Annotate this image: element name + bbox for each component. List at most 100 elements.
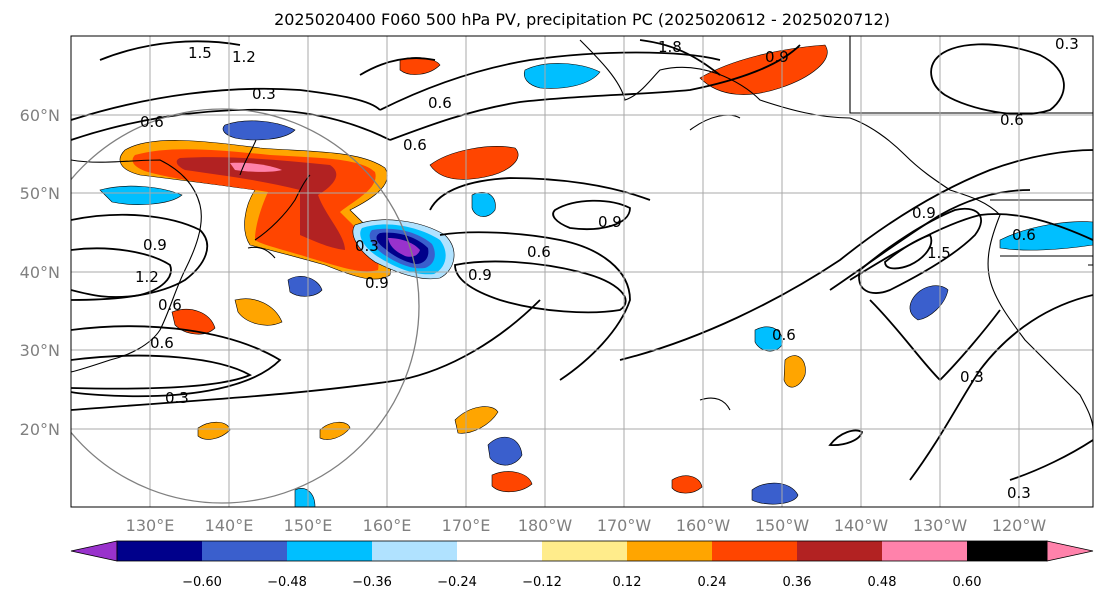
asia-coastline	[71, 159, 202, 373]
contour-label: 0.9	[598, 213, 622, 231]
lon-label-180w: 180°W	[518, 516, 573, 535]
contour-label: 0.3	[165, 389, 189, 407]
pv-contour	[552, 199, 631, 230]
colorbar-segment	[117, 541, 202, 561]
contour-labels: 1.5 1.2 0.3 0.6 0.6 0.9 1.2 0.6 0.6 0.3 …	[135, 35, 1079, 502]
lon-label-140w: 140°W	[834, 516, 889, 535]
alaska-coastline	[579, 39, 851, 119]
colorbar-segment	[287, 541, 372, 561]
pv-contour	[71, 87, 381, 121]
shade-positive-japan	[119, 140, 391, 280]
contour-label: 0.9	[143, 236, 167, 254]
colorbar-extend-min	[70, 540, 118, 562]
pv-contour	[359, 57, 436, 76]
coastlines	[71, 36, 1093, 431]
colorbar-tick: 0.48	[868, 575, 897, 590]
shade-positive-south5	[197, 421, 231, 440]
contour-label: 0.9	[912, 204, 936, 222]
graticule	[71, 36, 1093, 507]
colorbar-tick: −0.12	[522, 575, 562, 590]
canada-border	[849, 36, 1093, 114]
longitude-labels: 130°E 140°E 150°E 160°E 170°E 180°W 170°…	[126, 516, 1047, 535]
shade-negative-small1	[287, 276, 323, 297]
colorbar-frame	[116, 540, 1048, 562]
shade-positive-south2	[491, 471, 533, 493]
pv-contour	[71, 325, 282, 398]
contour-label: 0.6	[403, 136, 427, 154]
latitude-labels: 60°N 50°N 40°N 30°N 20°N	[20, 106, 60, 439]
japan-coastline	[254, 174, 311, 241]
lon-label-150w: 150°W	[755, 516, 810, 535]
colorbar-segment	[712, 541, 797, 561]
contour-label: 0.3	[1055, 35, 1079, 53]
contour-label: 0.9	[468, 266, 492, 284]
contour-label: 1.5	[927, 244, 951, 262]
lat-label-20n: 20°N	[20, 420, 60, 439]
contour-label: 1.5	[188, 44, 212, 62]
contour-label: 0.6	[1000, 111, 1024, 129]
precipitation-shading	[99, 44, 1093, 507]
contour-label: 1.2	[135, 268, 159, 286]
distance-circle	[71, 108, 420, 504]
colorbar-segment	[457, 541, 542, 561]
lon-label-120w: 120°W	[992, 516, 1047, 535]
pv-contour	[71, 247, 172, 298]
shade-negative-sibera	[99, 185, 183, 205]
colorbar-segment	[627, 541, 712, 561]
contour-label: 0.6	[527, 243, 551, 261]
pv-contours	[71, 39, 1093, 481]
contour-label: 1.8	[658, 38, 682, 56]
colorbar-segment	[372, 541, 457, 561]
shade-negative-midpac2	[471, 191, 496, 217]
lon-label-130w: 130°W	[913, 516, 968, 535]
contour-label: 1.2	[232, 48, 256, 66]
pv-contour	[389, 44, 801, 141]
hawaii-coastline	[699, 397, 731, 411]
pv-contour	[454, 260, 627, 314]
contour-label: 0.3	[960, 368, 984, 386]
lat-label-40n: 40°N	[20, 263, 60, 282]
pv-contour	[439, 231, 631, 381]
pv-contour	[71, 299, 541, 411]
shade-positive-small2	[234, 298, 283, 326]
lon-label-140e: 140°E	[205, 516, 254, 535]
lat-label-30n: 30°N	[20, 341, 60, 360]
contour-label: 0.6	[428, 94, 452, 112]
pv-contour	[639, 39, 721, 76]
shade-positive-alaska	[699, 44, 828, 95]
colorbar-segment	[882, 541, 967, 561]
pv-contour	[828, 429, 864, 446]
contour-label: 0.6	[158, 296, 182, 314]
aleutian-coastline	[689, 114, 741, 131]
map-frame	[70, 35, 1094, 508]
pv-contour	[849, 213, 1093, 281]
contour-label: 0.9	[365, 274, 389, 292]
pv-contour	[99, 40, 241, 61]
lon-label-170w: 170°W	[597, 516, 652, 535]
shade-negative-bering	[523, 63, 601, 89]
contour-label: 0.3	[252, 85, 276, 103]
colorbar-segment	[202, 541, 287, 561]
colorbar-segment	[797, 541, 882, 561]
lon-label-160w: 160°W	[676, 516, 731, 535]
colorbar-tick: −0.60	[182, 575, 222, 590]
lon-label-160e: 160°E	[363, 516, 412, 535]
contour-label: 0.9	[765, 48, 789, 66]
lat-label-50n: 50°N	[20, 184, 60, 203]
shade-negative-kuroshio	[352, 219, 455, 280]
pv-contour	[909, 294, 1093, 481]
japan-coastline	[247, 246, 276, 259]
colorbar-segment	[542, 541, 627, 561]
shade-positive-south3	[671, 475, 703, 494]
lon-label-170e: 170°E	[442, 516, 491, 535]
contour-label: 0.3	[355, 237, 379, 255]
contour-label: 0.6	[150, 334, 174, 352]
contour-label: 0.6	[772, 326, 796, 344]
pv-contour	[858, 207, 982, 294]
us-state-line	[1000, 255, 1093, 266]
shade-positive-midpac	[429, 146, 519, 180]
pv-contour	[71, 108, 391, 141]
shade-negative-east	[909, 285, 949, 321]
shade-negative-south2	[751, 482, 799, 505]
